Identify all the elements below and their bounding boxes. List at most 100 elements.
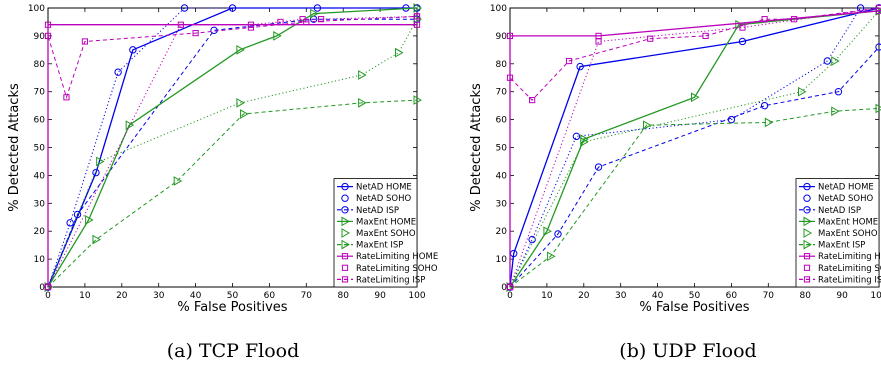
y-tick-label: 0	[501, 283, 507, 293]
legend-marker	[341, 206, 349, 214]
chart-panel-udp-flood: (b) UDP Flood 0 10 20 30 40 50 60 70 80 90 100 0 10 2…	[469, 4, 881, 362]
data-point	[210, 26, 218, 35]
y-tick-label: 70	[34, 88, 46, 98]
legend-entry: MaxEnt HOME	[337, 216, 416, 227]
data-point	[760, 101, 769, 110]
x-tick-label: 80	[799, 291, 811, 301]
data-point	[791, 16, 798, 23]
legend-entry: RateLimiting SOHO	[803, 264, 881, 274]
legend-marker	[341, 182, 349, 191]
data-point	[528, 235, 536, 244]
legend-label: RateLimiting ISP	[818, 275, 881, 285]
data-point	[647, 35, 654, 42]
x-tick-label: 90	[836, 291, 848, 301]
series-maxent-isp	[506, 103, 881, 292]
legend-marker	[803, 206, 811, 214]
data-point	[875, 43, 881, 51]
series-ratelimiting-isp	[44, 13, 421, 291]
data-point	[595, 38, 602, 45]
data-point	[413, 95, 423, 105]
y-tick-label: 100	[490, 4, 507, 14]
series-line	[509, 10, 880, 287]
series-line	[509, 10, 880, 288]
series-line	[509, 10, 880, 288]
data-point	[44, 21, 52, 28]
legend-entry: NetAD HOME	[799, 183, 874, 193]
data-point	[236, 97, 245, 108]
x-tick-label: 40	[190, 291, 202, 301]
y-axis-label: % Detected Attacks	[469, 83, 484, 212]
legend-marker	[341, 253, 349, 260]
data-point	[44, 32, 52, 39]
x-tick-label: 90	[374, 291, 386, 301]
x-tick-label: 60	[264, 291, 276, 301]
x-tick-label: 50	[227, 291, 239, 301]
data-point	[413, 21, 421, 28]
series-line	[509, 7, 880, 288]
legend-entry: MaxEnt ISP	[337, 239, 403, 251]
data-point	[228, 4, 237, 12]
x-tick-label: 40	[652, 291, 664, 301]
series-ratelimiting-isp	[506, 4, 881, 291]
legend-marker	[803, 239, 813, 250]
legend-marker	[341, 239, 351, 250]
legend-entry: NetAD ISP	[799, 206, 861, 216]
data-point	[303, 18, 310, 26]
data-point	[66, 219, 74, 227]
data-point	[643, 120, 652, 131]
data-point	[823, 57, 832, 65]
legend-label: RateLimiting ISP	[356, 275, 425, 285]
y-tick-label: 100	[28, 4, 45, 14]
data-point	[547, 251, 556, 262]
x-tick-label: 80	[337, 291, 349, 301]
x-tick-label: 70	[763, 291, 775, 301]
y-tick-label: 50	[34, 144, 46, 154]
data-point	[129, 46, 137, 54]
data-point	[240, 109, 249, 119]
y-tick-label: 80	[496, 60, 508, 70]
legend-label: NetAD SOHO	[818, 194, 873, 204]
legend-marker	[803, 216, 813, 227]
legend-label: NetAD ISP	[356, 206, 399, 216]
data-point	[81, 38, 89, 45]
data-point	[691, 92, 700, 103]
data-point	[831, 106, 840, 117]
x-tick-label: 20	[116, 291, 128, 301]
y-tick-label: 90	[496, 32, 508, 42]
legend-entry: RateLimiting SOHO	[341, 264, 438, 274]
data-point	[506, 32, 514, 39]
series-line	[47, 99, 418, 288]
legend-label: NetAD HOME	[356, 183, 412, 193]
data-point	[506, 283, 514, 291]
legend-entry: MaxEnt ISP	[799, 239, 865, 251]
y-tick-label: 10	[34, 255, 46, 265]
y-tick-label: 20	[34, 227, 46, 237]
data-point	[44, 283, 52, 291]
data-point	[580, 137, 589, 147]
legend-marker	[341, 216, 351, 227]
series-maxent-isp	[44, 95, 423, 292]
data-point	[738, 37, 747, 46]
legend-marker	[803, 182, 811, 191]
x-tick-label: 100	[870, 291, 881, 301]
data-point	[702, 32, 709, 39]
data-point	[739, 24, 746, 31]
legend-label: MaxEnt ISP	[818, 241, 865, 251]
series-line	[47, 18, 418, 288]
series-line	[47, 7, 417, 288]
legend-entry: NetAD SOHO	[341, 194, 411, 204]
x-tick-label: 30	[153, 291, 165, 301]
legend-entry: MaxEnt SOHO	[803, 228, 878, 239]
legend-entry: MaxEnt HOME	[799, 216, 878, 227]
x-tick-label: 30	[615, 291, 627, 301]
y-tick-label: 20	[496, 227, 508, 237]
y-tick-label: 80	[34, 60, 46, 70]
legend-label: RateLimiting SOHO	[818, 264, 881, 274]
data-point	[310, 8, 319, 19]
y-axis-label: % Detected Attacks	[7, 83, 22, 212]
chart-caption: (b) UDP Flood	[619, 340, 756, 362]
x-tick-label: 50	[689, 291, 701, 301]
legend-marker	[803, 253, 811, 260]
